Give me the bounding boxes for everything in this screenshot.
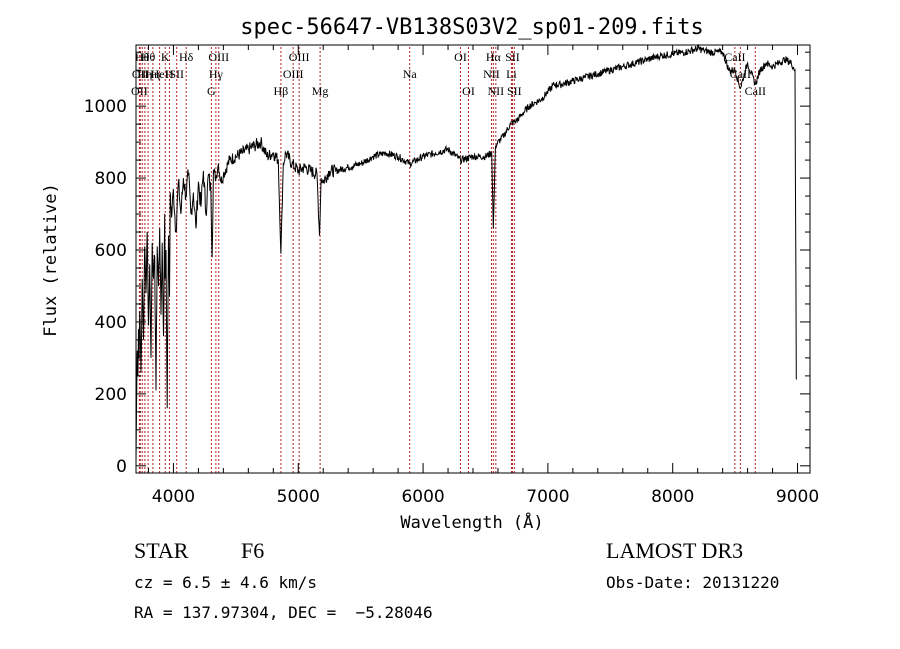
line-marker-label: CaII [745, 84, 766, 98]
line-marker-label: H [165, 67, 174, 81]
line-marker-label: HeI [151, 67, 169, 81]
x-tick-label: 9000 [776, 487, 819, 507]
line-marker-label: G [207, 84, 216, 98]
line-marker-label: NII [488, 84, 505, 98]
y-tick-label: 1000 [84, 97, 127, 117]
line-marker-label: Li [506, 67, 517, 81]
line-marker-label: Hη [137, 67, 152, 81]
x-tick-label: 4000 [152, 487, 195, 507]
line-marker-label: OIII [208, 50, 229, 64]
redshift-velocity: cz = 6.5 ± 4.6 km/s [134, 573, 318, 592]
line-marker-label: CaII [724, 50, 745, 64]
y-tick-label: 600 [95, 241, 127, 261]
line-marker-label: OI [454, 50, 467, 64]
y-tick-label: 0 [116, 457, 127, 477]
spectrum-line [135, 43, 797, 463]
y-tick-label: 200 [95, 385, 127, 405]
line-marker-label: SII [507, 84, 522, 98]
line-marker-label: NII [483, 67, 500, 81]
coordinates: RA = 137.97304, DEC = −5.28046 [134, 603, 433, 622]
x-axis: 4000 5000 6000 7000 8000 9000 [147, 45, 819, 507]
line-marker-label: OII [131, 84, 148, 98]
emission-line-labels: OIIOIIHθHηHθHηHeIKHSIIHδGHγOIIIHβOIIIOII… [131, 50, 766, 98]
x-tick-label: 7000 [526, 487, 569, 507]
emission-line-markers [138, 47, 756, 473]
y-axis-label: Flux (relative) [41, 183, 61, 337]
x-axis-label: Wavelength (Å) [400, 511, 543, 533]
line-marker-label: Hβ [274, 84, 289, 98]
x-tick-label: 6000 [401, 487, 444, 507]
survey-name: LAMOST DR3 [606, 538, 744, 563]
object-subclass: F6 [241, 538, 265, 563]
x-tick-label: 8000 [651, 487, 694, 507]
line-marker-label: OIII [289, 50, 310, 64]
y-tick-label: 400 [95, 313, 127, 333]
line-marker-label: Hδ [179, 50, 194, 64]
y-axis: 0 200 400 600 800 1000 [84, 51, 810, 477]
line-marker-label: Mg [312, 84, 329, 98]
line-marker-label: CaII [730, 67, 751, 81]
line-marker-label: Hα [486, 50, 502, 64]
line-marker-label: OI [462, 84, 475, 98]
line-marker-label: SII [169, 67, 184, 81]
line-marker-label: K [161, 50, 170, 64]
y-tick-label: 800 [95, 169, 127, 189]
line-marker-label: Hθ [135, 50, 150, 64]
line-marker-label: Hγ [209, 67, 224, 81]
line-marker-label: OIII [283, 67, 304, 81]
line-marker-label: SII [505, 50, 520, 64]
line-marker-label: Hη [145, 67, 160, 81]
plot-frame [135, 44, 811, 474]
chart-title: spec-56647-VB138S03V2_sp01-209.fits [240, 15, 704, 40]
x-tick-label: 5000 [277, 487, 320, 507]
line-marker-label: Hθ [141, 50, 156, 64]
object-class: STAR [134, 538, 189, 563]
line-marker-label: Na [403, 67, 418, 81]
observation-date: Obs-Date: 20131220 [606, 573, 780, 592]
